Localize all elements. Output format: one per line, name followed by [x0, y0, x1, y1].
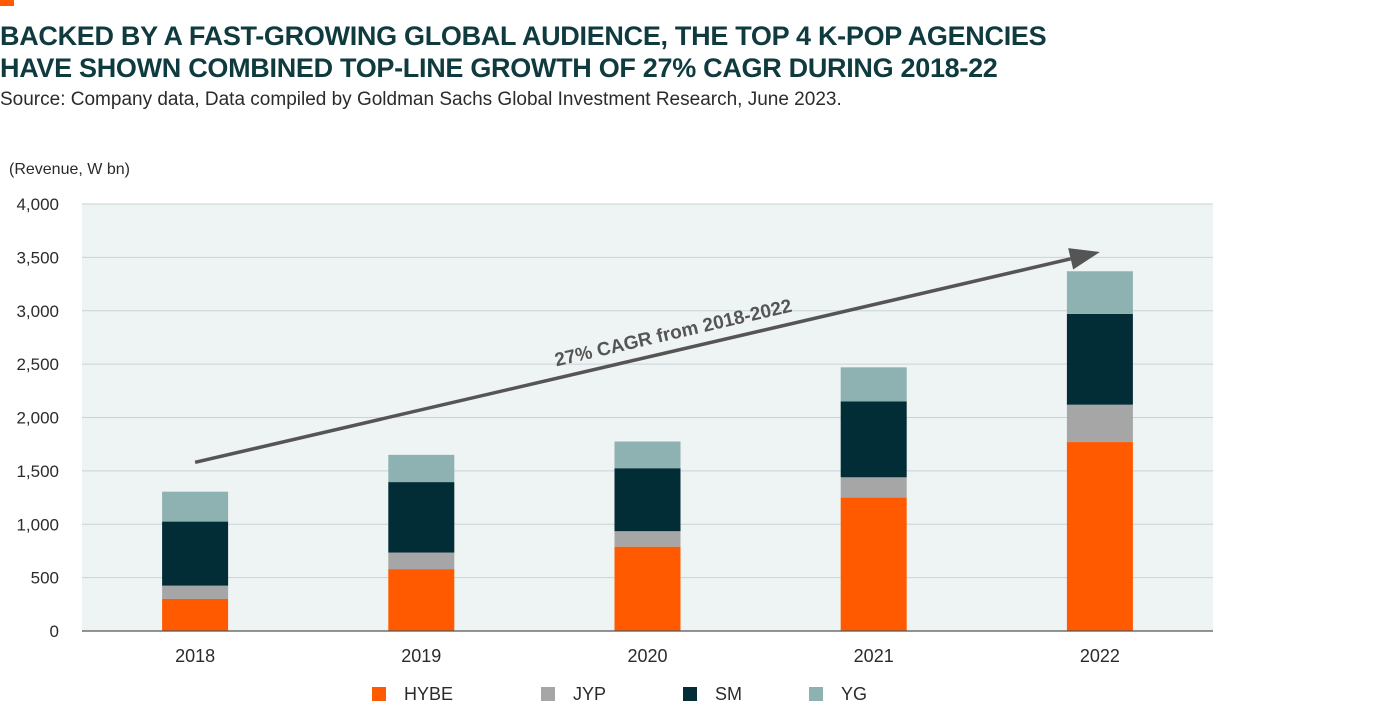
bar-sm-2018 — [162, 521, 229, 586]
bar-hybe-2022 — [1066, 442, 1133, 631]
bar-jyp-2020 — [614, 531, 681, 547]
y-tick-label: 500 — [31, 569, 59, 588]
y-tick-label: 1,500 — [16, 462, 59, 481]
bar-jyp-2021 — [840, 477, 907, 498]
y-tick-label: 2,500 — [16, 355, 59, 374]
bar-sm-2020 — [614, 468, 681, 532]
cagr-arrow-head — [1068, 248, 1100, 270]
accent-bar — [0, 0, 14, 6]
y-tick-label: 2,000 — [16, 409, 59, 428]
bar-sm-2019 — [388, 482, 455, 553]
y-tick-label: 3,000 — [16, 302, 59, 321]
bar-yg-2019 — [388, 454, 455, 483]
bar-hybe-2019 — [388, 569, 455, 631]
bar-sm-2022 — [1066, 313, 1133, 405]
bar-hybe-2021 — [840, 497, 907, 631]
bar-yg-2018 — [162, 491, 229, 522]
legend-swatch-hybe — [372, 687, 386, 701]
bar-yg-2022 — [1066, 271, 1133, 314]
x-tick-label: 2022 — [1080, 646, 1120, 666]
x-tick-label: 2018 — [175, 646, 215, 666]
legend-swatch-yg — [809, 687, 823, 701]
chart-title-line-1: BACKED BY A FAST-GROWING GLOBAL AUDIENCE… — [0, 21, 1047, 51]
bar-sm-2021 — [840, 401, 907, 478]
bar-jyp-2019 — [388, 552, 455, 570]
chart-title-line-2: HAVE SHOWN COMBINED TOP-LINE GROWTH OF 2… — [0, 53, 998, 83]
y-axis-title: (Revenue, W bn) — [9, 161, 130, 178]
legend-label-hybe: HYBE — [404, 684, 453, 704]
chart-title: BACKED BY A FAST-GROWING GLOBAL AUDIENCE… — [0, 20, 1120, 84]
y-tick-label: 1,000 — [16, 515, 59, 534]
cagr-arrow-line — [194, 257, 1072, 465]
x-tick-label: 2021 — [854, 646, 894, 666]
bar-yg-2021 — [840, 367, 907, 402]
legend-label-yg: YG — [841, 684, 867, 704]
bar-jyp-2018 — [162, 585, 229, 599]
bar-yg-2020 — [614, 441, 681, 469]
legend-swatch-jyp — [541, 687, 555, 701]
source-note: Source: Company data, Data compiled by G… — [0, 89, 842, 110]
y-tick-label: 3,500 — [16, 248, 59, 267]
legend-label-sm: SM — [715, 684, 742, 704]
y-tick-label: 4,000 — [16, 195, 59, 214]
bar-hybe-2018 — [162, 598, 229, 631]
x-tick-label: 2019 — [401, 646, 441, 666]
y-tick-label: 0 — [50, 622, 59, 641]
bar-jyp-2022 — [1066, 404, 1133, 443]
bar-hybe-2020 — [614, 546, 681, 631]
x-tick-label: 2020 — [627, 646, 667, 666]
legend-swatch-sm — [683, 687, 697, 701]
legend-label-jyp: JYP — [573, 684, 606, 704]
